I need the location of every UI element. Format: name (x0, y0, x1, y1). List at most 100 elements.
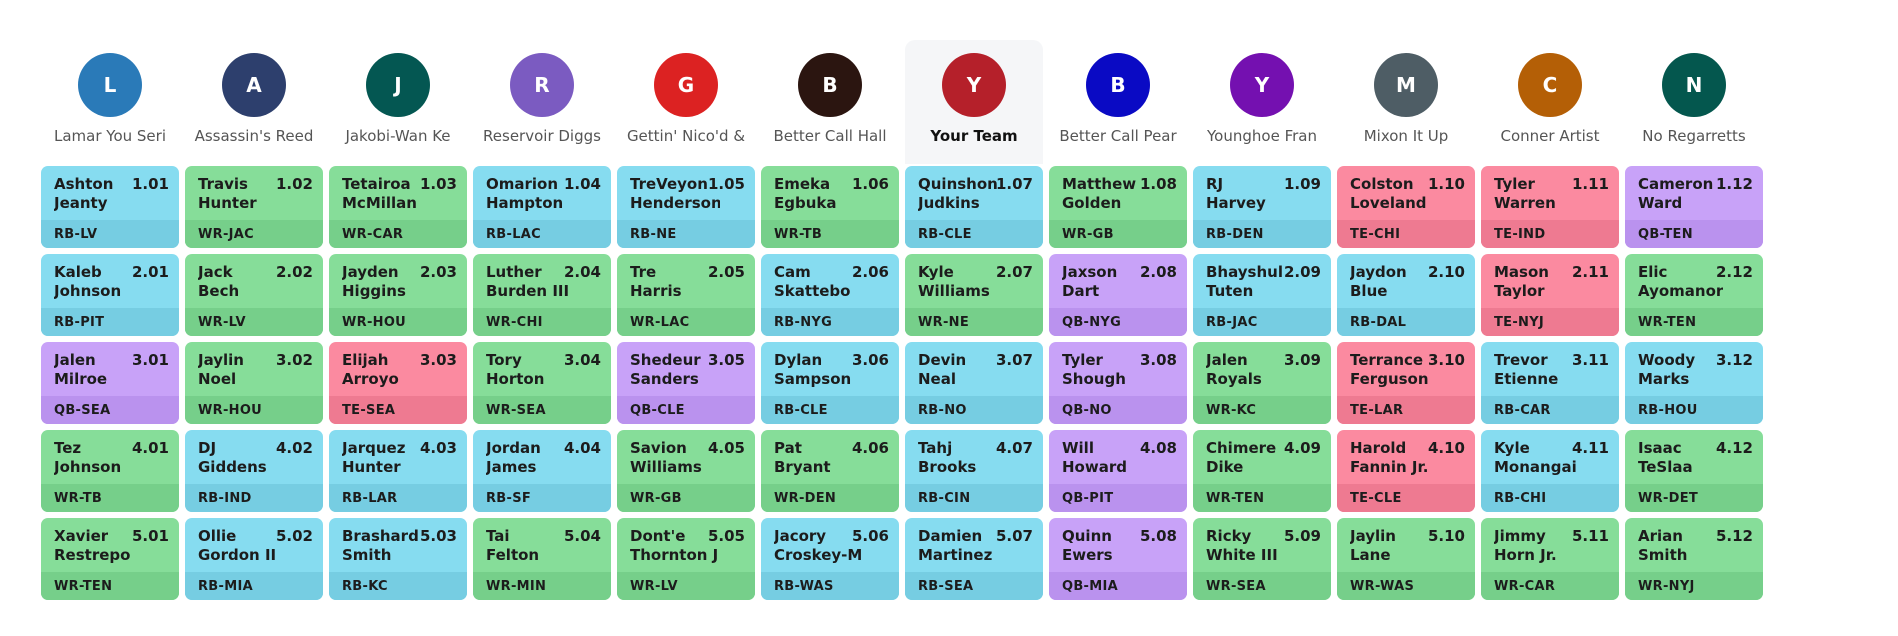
pick-card[interactable]: Chimere Dike 4.09 WR-TEN (1193, 430, 1331, 512)
pick-card[interactable]: Ollie Gordon II 5.02 RB-MIA (185, 518, 323, 600)
pick-card[interactable]: Elic Ayomanor 2.12 WR-TEN (1625, 254, 1763, 336)
team-column-header[interactable]: B Better Call Pear (1049, 40, 1187, 164)
team-avatar: C (1518, 53, 1582, 117)
player-last-name: Shough (1062, 370, 1126, 388)
pick-card[interactable]: Jayden Higgins 2.03 WR-HOU (329, 254, 467, 336)
pick-card[interactable]: Shedeur Sanders 3.05 QB-CLE (617, 342, 755, 424)
pick-card[interactable]: Trevor Etienne 3.11 RB-CAR (1481, 342, 1619, 424)
pick-card[interactable]: Jaxson Dart 2.08 QB-NYG (1049, 254, 1187, 336)
pick-card[interactable]: Jarquez Hunter 4.03 RB-LAR (329, 430, 467, 512)
pick-card[interactable]: Tyler Warren 1.11 TE-IND (1481, 166, 1619, 248)
team-column-header[interactable]: C Conner Artist (1481, 40, 1619, 164)
player-first-name: Omarion (486, 175, 559, 193)
position-team-tag: RB-SEA (905, 572, 1043, 600)
pick-card[interactable]: Luther Burden III 2.04 WR-CHI (473, 254, 611, 336)
position-team-tag: WR-LV (185, 308, 323, 336)
pick-card[interactable]: RJ Harvey 1.09 RB-DEN (1193, 166, 1331, 248)
pick-number: 4.10 (1427, 439, 1465, 457)
pick-card[interactable]: Brashard Smith 5.03 RB-KC (329, 518, 467, 600)
pick-card[interactable]: Bhayshul Tuten 2.09 RB-JAC (1193, 254, 1331, 336)
pick-card-body: Trevor Etienne 3.11 (1481, 342, 1619, 396)
pick-card[interactable]: Cameron Ward 1.12 QB-TEN (1625, 166, 1763, 248)
player-first-name: Cameron (1638, 175, 1714, 193)
player-last-name: Etienne (1494, 370, 1559, 388)
pick-card[interactable]: Kyle Williams 2.07 WR-NE (905, 254, 1043, 336)
pick-card[interactable]: Mason Taylor 2.11 TE-NYJ (1481, 254, 1619, 336)
pick-card[interactable]: Isaac TeSlaa 4.12 WR-DET (1625, 430, 1763, 512)
team-column-header[interactable]: Y Younghoe Fran (1193, 40, 1331, 164)
player-last-name: Horn Jr. (1494, 546, 1557, 564)
pick-card[interactable]: Jimmy Horn Jr. 5.11 WR-CAR (1481, 518, 1619, 600)
pick-number: 1.05 (707, 175, 745, 193)
pick-card[interactable]: Quinn Ewers 5.08 QB-MIA (1049, 518, 1187, 600)
team-avatar: L (78, 53, 142, 117)
player-last-name: Hampton (486, 194, 564, 212)
player-first-name: Terrance (1350, 351, 1424, 369)
position-team-tag: RB-DEN (1193, 220, 1331, 248)
pick-card[interactable]: Quinshon Judkins 1.07 RB-CLE (905, 166, 1043, 248)
team-column-header[interactable]: G Gettin' Nico'd & (617, 40, 755, 164)
pick-card[interactable]: Arian Smith 5.12 WR-NYJ (1625, 518, 1763, 600)
pick-card[interactable]: Will Howard 4.08 QB-PIT (1049, 430, 1187, 512)
pick-card[interactable]: Jordan James 4.04 RB-SF (473, 430, 611, 512)
draft-round-row: Jalen Milroe 3.01 QB-SEA Jaylin Noel 3.02 WR-HO… (41, 342, 1769, 424)
team-column-header[interactable]: A Assassin's Reed (185, 40, 323, 164)
team-column-header[interactable]: B Better Call Hall (761, 40, 899, 164)
pick-card[interactable]: TreVeyon Henderson 1.05 RB-NE (617, 166, 755, 248)
team-column-header[interactable]: R Reservoir Diggs (473, 40, 611, 164)
pick-card[interactable]: Jaydon Blue 2.10 RB-DAL (1337, 254, 1475, 336)
pick-card[interactable]: Savion Williams 4.05 WR-GB (617, 430, 755, 512)
pick-number: 5.03 (419, 527, 457, 545)
pick-card[interactable]: Jacory Croskey-M 5.06 RB-WAS (761, 518, 899, 600)
pick-card[interactable]: DJ Giddens 4.02 RB-IND (185, 430, 323, 512)
pick-card-body: Jalen Royals 3.09 (1193, 342, 1331, 396)
pick-card[interactable]: Tai Felton 5.04 WR-MIN (473, 518, 611, 600)
team-column-header[interactable]: J Jakobi-Wan Ke (329, 40, 467, 164)
pick-card[interactable]: Ricky White III 5.09 WR-SEA (1193, 518, 1331, 600)
pick-card[interactable]: Kaleb Johnson 2.01 RB-PIT (41, 254, 179, 336)
team-column-header[interactable]: N No Regarretts (1625, 40, 1763, 164)
player-first-name: Tory (486, 351, 522, 369)
pick-card[interactable]: Cam Skattebo 2.06 RB-NYG (761, 254, 899, 336)
pick-card[interactable]: Jalen Milroe 3.01 QB-SEA (41, 342, 179, 424)
pick-card[interactable]: Tre Harris 2.05 WR-LAC (617, 254, 755, 336)
player-first-name: Bhayshul (1206, 263, 1283, 281)
pick-card[interactable]: Kyle Monangai 4.11 RB-CHI (1481, 430, 1619, 512)
pick-card[interactable]: Tory Horton 3.04 WR-SEA (473, 342, 611, 424)
pick-card[interactable]: Jack Bech 2.02 WR-LV (185, 254, 323, 336)
pick-card[interactable]: Damien Martinez 5.07 RB-SEA (905, 518, 1043, 600)
team-column-header[interactable]: M Mixon It Up (1337, 40, 1475, 164)
pick-card[interactable]: Jaylin Noel 3.02 WR-HOU (185, 342, 323, 424)
pick-card[interactable]: Jalen Royals 3.09 WR-KC (1193, 342, 1331, 424)
pick-card[interactable]: Tyler Shough 3.08 QB-NO (1049, 342, 1187, 424)
pick-card-body: Jalen Milroe 3.01 (41, 342, 179, 396)
pick-card[interactable]: Pat Bryant 4.06 WR-DEN (761, 430, 899, 512)
player-last-name: Ayomanor (1638, 282, 1724, 300)
position-team-tag: WR-TEN (41, 572, 179, 600)
team-column-header[interactable]: L Lamar You Seri (41, 40, 179, 164)
player-last-name: Ewers (1062, 546, 1113, 564)
pick-card[interactable]: Colston Loveland 1.10 TE-CHI (1337, 166, 1475, 248)
pick-card[interactable]: Omarion Hampton 1.04 RB-LAC (473, 166, 611, 248)
pick-card[interactable]: Tez Johnson 4.01 WR-TB (41, 430, 179, 512)
pick-card[interactable]: Matthew Golden 1.08 WR-GB (1049, 166, 1187, 248)
pick-card[interactable]: Emeka Egbuka 1.06 WR-TB (761, 166, 899, 248)
draft-round-row: Xavier Restrepo 5.01 WR-TEN Ollie Gordon II 5.… (41, 518, 1769, 600)
pick-card[interactable]: Jaylin Lane 5.10 WR-WAS (1337, 518, 1475, 600)
pick-number: 3.08 (1139, 351, 1177, 369)
pick-card[interactable]: Dylan Sampson 3.06 RB-CLE (761, 342, 899, 424)
player-last-name: Marks (1638, 370, 1690, 388)
pick-card[interactable]: Ashton Jeanty 1.01 RB-LV (41, 166, 179, 248)
pick-card[interactable]: Terrance Ferguson 3.10 TE-LAR (1337, 342, 1475, 424)
pick-card[interactable]: Harold Fannin Jr. 4.10 TE-CLE (1337, 430, 1475, 512)
pick-card[interactable]: Elijah Arroyo 3.03 TE-SEA (329, 342, 467, 424)
pick-card[interactable]: Tahj Brooks 4.07 RB-CIN (905, 430, 1043, 512)
player-last-name: Egbuka (774, 194, 837, 212)
team-column-header[interactable]: Y Your Team (905, 40, 1043, 164)
pick-card[interactable]: Dont'e Thornton J 5.05 WR-LV (617, 518, 755, 600)
pick-card[interactable]: Travis Hunter 1.02 WR-JAC (185, 166, 323, 248)
pick-card[interactable]: Xavier Restrepo 5.01 WR-TEN (41, 518, 179, 600)
pick-card[interactable]: Devin Neal 3.07 RB-NO (905, 342, 1043, 424)
pick-card[interactable]: Tetairoa McMillan 1.03 WR-CAR (329, 166, 467, 248)
pick-card[interactable]: Woody Marks 3.12 RB-HOU (1625, 342, 1763, 424)
